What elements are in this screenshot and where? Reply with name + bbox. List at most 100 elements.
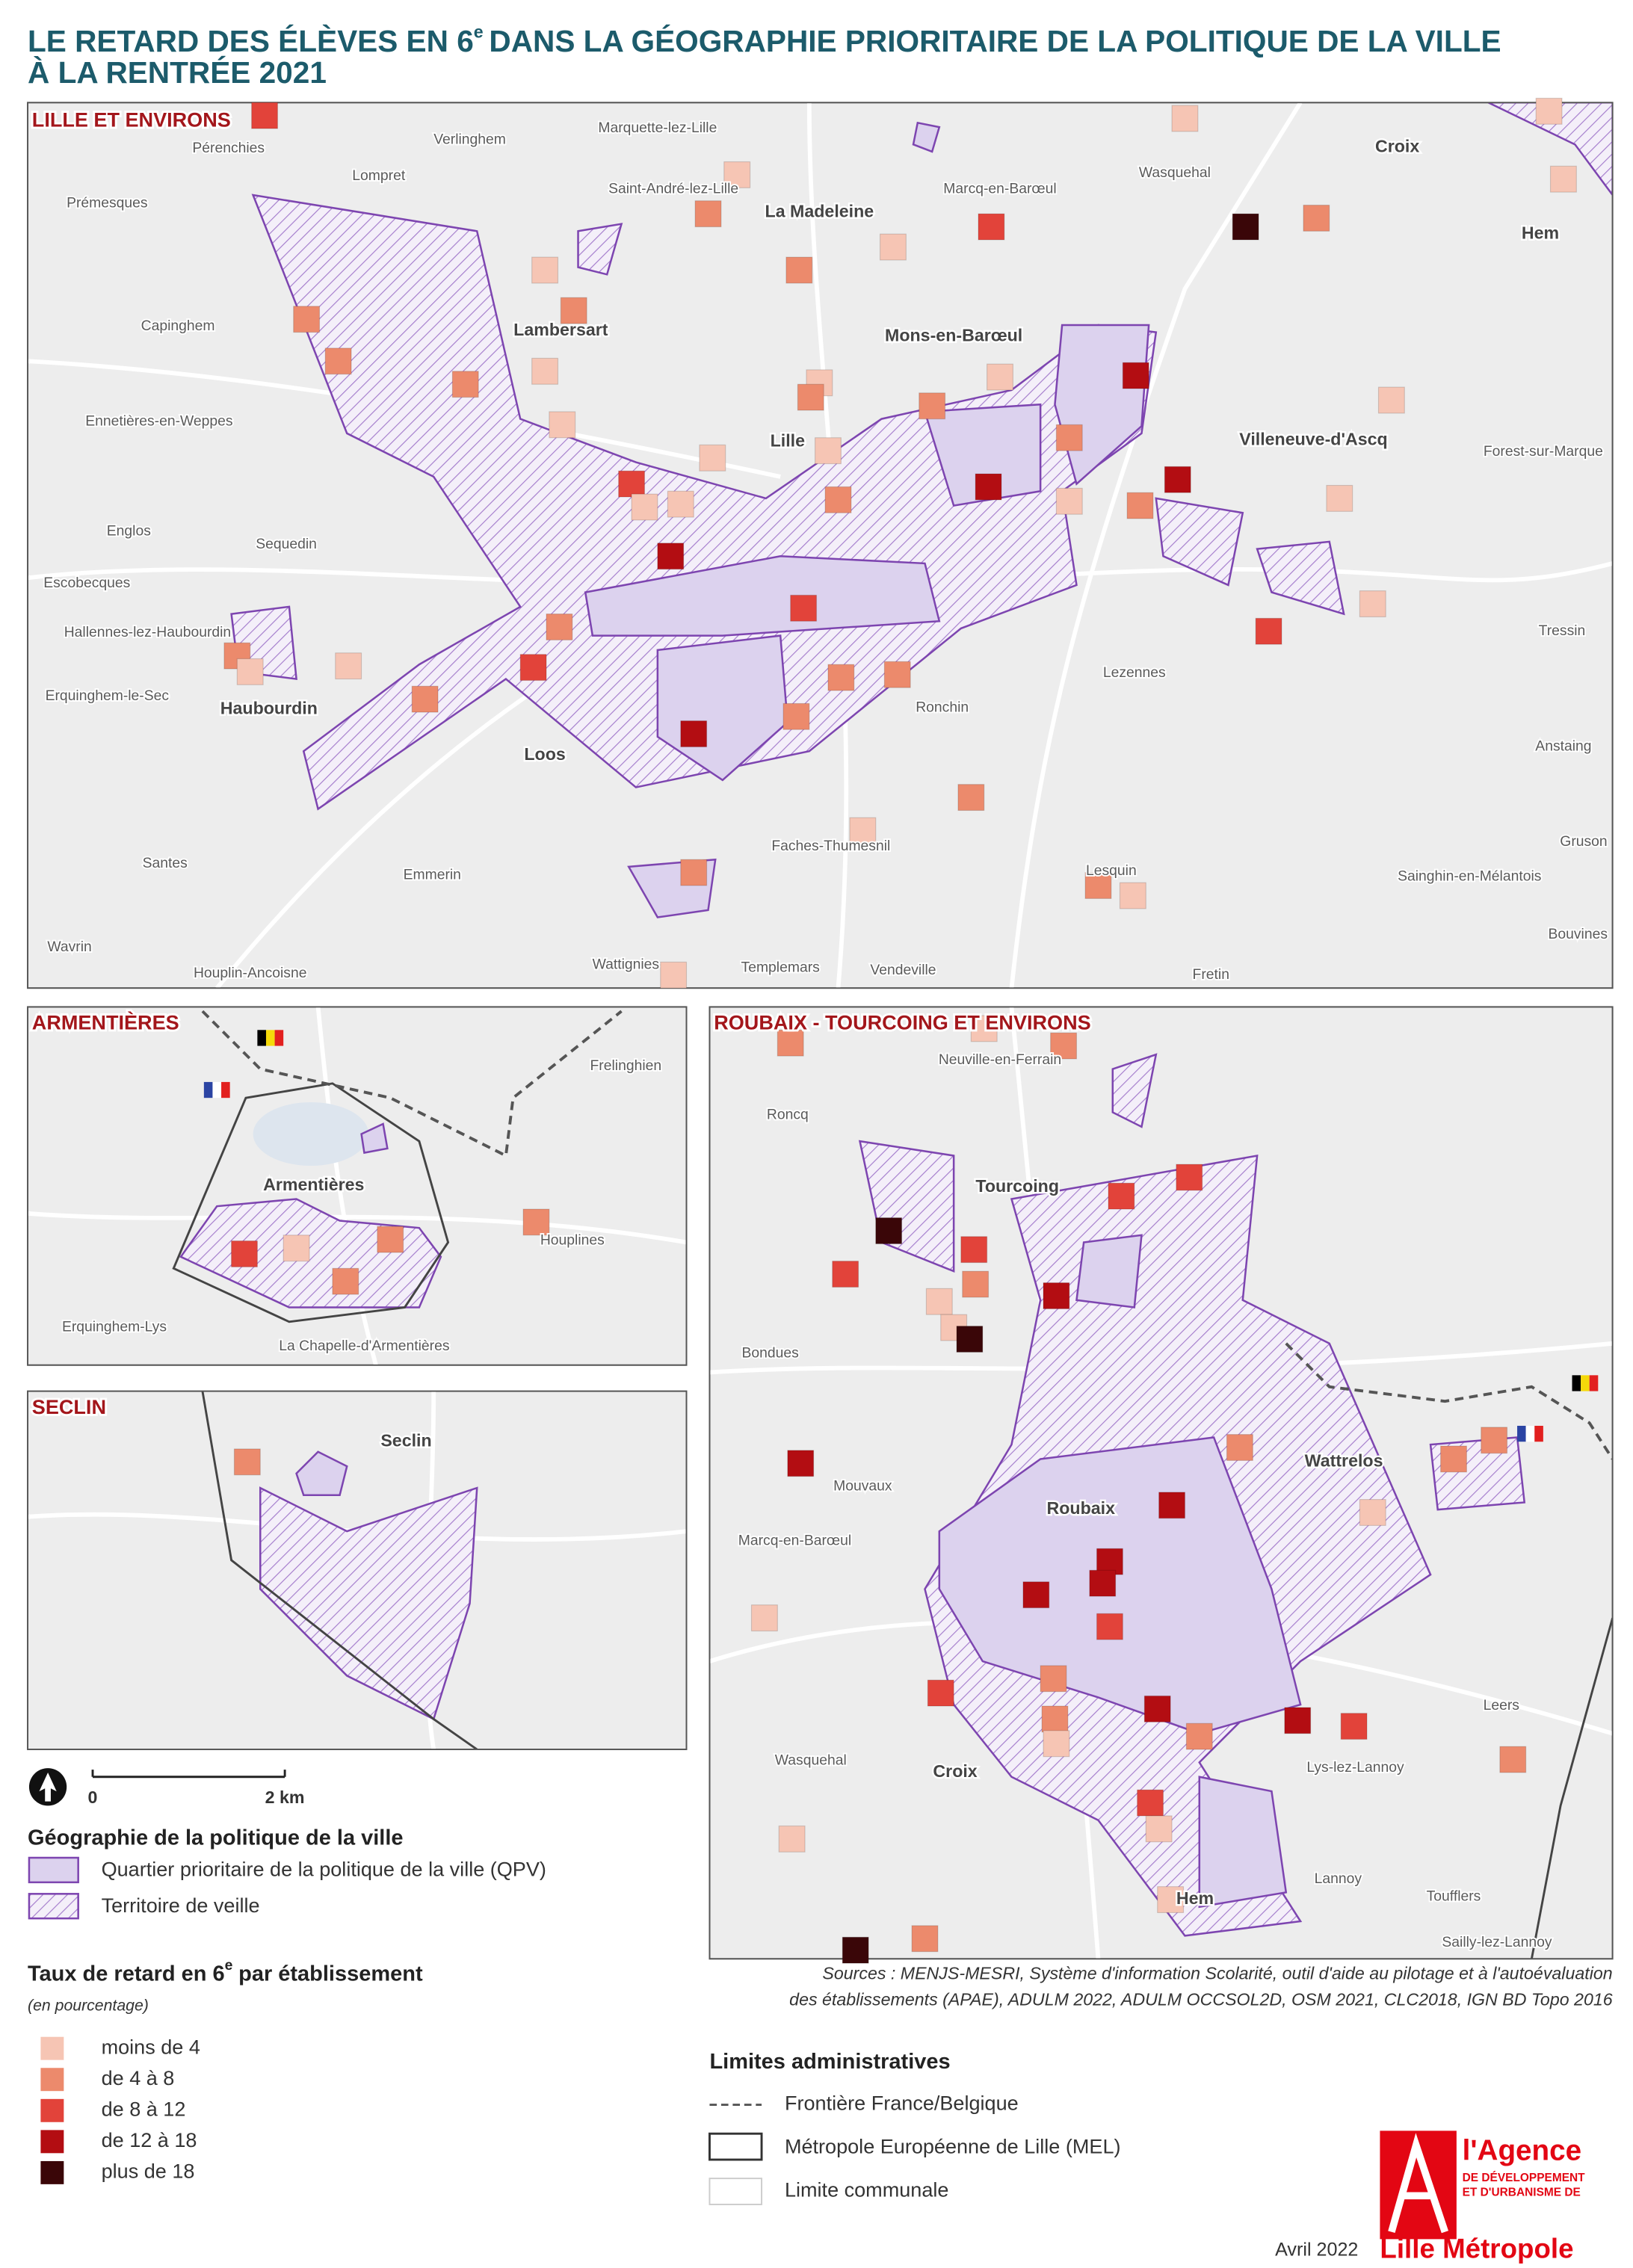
legend-swatch xyxy=(28,1856,79,1884)
school-marker xyxy=(978,213,1005,241)
town-label: Seclin xyxy=(380,1430,431,1450)
place-label: Bondues xyxy=(741,1345,798,1361)
logo xyxy=(1380,2131,1457,2240)
sources: des établissements (APAE), ADULM 2022, A… xyxy=(789,1989,1613,2009)
place-label: Templemars xyxy=(741,960,820,975)
rate-legend: moins de 4 de 4 à 8 de 8 à 12 de 12 à 18 plu… xyxy=(40,2036,200,2184)
scale-label: 2 km xyxy=(265,1787,305,1807)
school-marker xyxy=(694,200,722,228)
school-marker xyxy=(919,392,946,420)
school-marker xyxy=(1055,487,1083,515)
school-marker xyxy=(335,652,362,680)
town-label: La Madeleine xyxy=(765,201,874,220)
frame xyxy=(27,102,1614,989)
place-label: Lompret xyxy=(352,168,406,184)
school-marker xyxy=(1377,386,1405,414)
town-label: Haubourdin xyxy=(220,698,318,717)
place-label: Tressin xyxy=(1539,623,1586,639)
school-marker xyxy=(1535,97,1563,125)
school-marker xyxy=(293,306,321,333)
place-label: Wasquehal xyxy=(1139,165,1211,181)
place-label: Mouvaux xyxy=(833,1478,892,1494)
place-label: Verlinghem xyxy=(433,132,506,148)
school-marker xyxy=(1549,165,1577,193)
place-label: Marcq-en-Barœul xyxy=(943,181,1056,197)
logo-text: ET D'URBANISME DE xyxy=(1463,2187,1581,2199)
place-label: Lezennes xyxy=(1103,665,1166,681)
school-marker xyxy=(549,411,576,439)
school-marker xyxy=(251,102,279,129)
title: LE RETARD DES ÉLÈVES EN 6e DANS LA GÉOGRA… xyxy=(28,22,1501,58)
school-marker xyxy=(332,1267,359,1295)
place-label: Wattignies xyxy=(593,957,660,972)
school-marker xyxy=(814,437,842,465)
place-label: Lys-lez-Lannoy xyxy=(1306,1760,1404,1776)
place-label: Roncq xyxy=(767,1107,809,1122)
school-marker xyxy=(925,1288,953,1315)
town-label: Loos xyxy=(524,744,565,764)
place-labels: Croix La Madeleine Hem Lambersart Mons-en-Ba… xyxy=(42,119,1609,1952)
school-marker xyxy=(1164,466,1191,493)
school-marker xyxy=(1084,872,1112,899)
place-label: Capinghem xyxy=(141,318,215,334)
school-marker xyxy=(451,371,479,398)
map-title: ARMENTIÈRES xyxy=(32,1011,179,1034)
legend-swatch xyxy=(28,1893,79,1920)
school-marker xyxy=(283,1235,310,1262)
school-marker xyxy=(956,1326,984,1353)
legend-label: de 8 à 12 xyxy=(102,2098,186,2120)
school-marker xyxy=(962,1270,990,1298)
school-marker xyxy=(778,1825,806,1853)
school-marker xyxy=(1050,1032,1078,1060)
school-marker xyxy=(519,654,547,682)
place-label: Ronchin xyxy=(916,699,969,715)
place-label: Bouvines xyxy=(1548,927,1608,942)
school-marker xyxy=(1340,1713,1368,1740)
school-marker xyxy=(832,1261,859,1288)
legend-label: plus de 18 xyxy=(102,2160,195,2183)
school-marker xyxy=(1481,1427,1508,1454)
school-marker xyxy=(1040,1665,1067,1693)
frame xyxy=(709,1006,1614,1960)
school-marker xyxy=(1143,1695,1171,1722)
map-title: ROUBAIX - TOURCOING ET ENVIRONS xyxy=(714,1012,1090,1034)
place-label: Houplines xyxy=(540,1233,605,1249)
school-marker xyxy=(236,658,264,685)
place-label: Houplin-Ancoisne xyxy=(194,965,307,981)
flags xyxy=(203,1030,1599,1442)
school-marker xyxy=(1359,1498,1386,1526)
school-marker xyxy=(680,859,708,886)
school-marker xyxy=(1055,424,1083,451)
school-marker xyxy=(785,256,813,284)
school-marker xyxy=(560,297,587,324)
place-label: Santes xyxy=(143,856,188,871)
school-marker xyxy=(1122,362,1149,389)
school-marker xyxy=(927,1679,954,1707)
school-marker xyxy=(660,961,688,989)
map-title: LILLE ET ENVIRONS xyxy=(32,109,231,132)
school-marker xyxy=(1176,1164,1203,1191)
scale-bar xyxy=(91,1770,286,1779)
place-label: Prémesques xyxy=(67,196,148,211)
school-marker xyxy=(1232,213,1259,241)
place-label: Toufflers xyxy=(1427,1888,1481,1904)
legend-swatch xyxy=(40,2160,64,2184)
place-label: Sailly-lez-Lannoy xyxy=(1442,1935,1552,1950)
school-marker xyxy=(699,444,726,472)
school-marker xyxy=(883,661,911,688)
school-marker xyxy=(875,1217,903,1244)
school-marker xyxy=(970,1015,998,1042)
school-marker xyxy=(723,161,751,188)
map-titles: LILLE ET ENVIRONS ARMENTIÈRES SECLIN ROUBAI… xyxy=(30,107,1093,1421)
school-marker xyxy=(1158,1492,1186,1519)
place-label: Forest-sur-Marque xyxy=(1484,444,1603,460)
place-label: Pérenchies xyxy=(192,140,265,156)
school-marker xyxy=(618,470,646,498)
frame xyxy=(27,1390,688,1750)
school-marker xyxy=(787,1450,815,1477)
legend-label: de 4 à 8 xyxy=(102,2067,175,2089)
legend-title: Géographie de la politique de la ville xyxy=(28,1826,404,1850)
map-lille xyxy=(28,102,1613,989)
place-label: Wasquehal xyxy=(775,1753,847,1769)
school-marker xyxy=(1089,1569,1117,1597)
